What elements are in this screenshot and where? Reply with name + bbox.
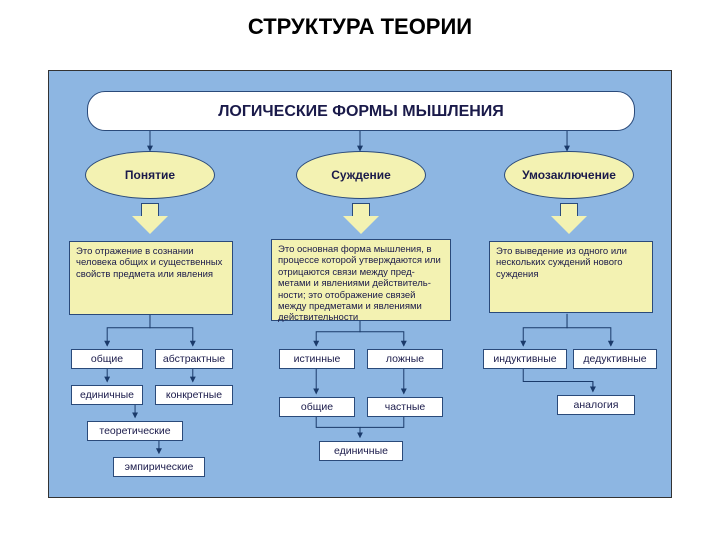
- arrow-judgment: [343, 203, 379, 235]
- tag-concept-r1-0: общие: [71, 349, 143, 369]
- tag-concept-r2-0: единичные: [71, 385, 143, 405]
- tag-judgment-r3-0: единичные: [319, 441, 403, 461]
- tag-judgment-r2-1: частные: [367, 397, 443, 417]
- tag-concept-r2-1: конкретные: [155, 385, 233, 405]
- desc-judgment: Это основная форма мышления, в процессе …: [271, 239, 451, 321]
- tag-inference-r2-0: аналогия: [557, 395, 635, 415]
- desc-concept: Это отражение в созна­нии человека общих…: [69, 241, 233, 315]
- header-box: ЛОГИЧЕСКИЕ ФОРМЫ МЫШЛЕНИЯ: [87, 91, 635, 131]
- tag-concept-r4-0: эмпирические: [113, 457, 205, 477]
- tag-judgment-r2-0: общие: [279, 397, 355, 417]
- page-title: СТРУКТУРА ТЕОРИИ: [0, 0, 720, 50]
- tag-concept-r3-0: теоретические: [87, 421, 183, 441]
- diagram-canvas: ЛОГИЧЕСКИЕ ФОРМЫ МЫШЛЕНИЯ Понятие Это от…: [48, 70, 672, 498]
- desc-inference: Это выведение из одного или нескольких с…: [489, 241, 653, 313]
- tag-judgment-r1-0: истинные: [279, 349, 355, 369]
- oval-inference: Умозаклю­чение: [504, 151, 634, 199]
- tag-inference-r1-0: индуктивные: [483, 349, 567, 369]
- tag-concept-r1-1: абстрактные: [155, 349, 233, 369]
- oval-concept: Понятие: [85, 151, 215, 199]
- tag-judgment-r1-1: ложные: [367, 349, 443, 369]
- tag-inference-r1-1: дедуктивные: [573, 349, 657, 369]
- arrow-inference: [551, 203, 587, 235]
- arrow-concept: [132, 203, 168, 235]
- oval-judgment: Суждение: [296, 151, 426, 199]
